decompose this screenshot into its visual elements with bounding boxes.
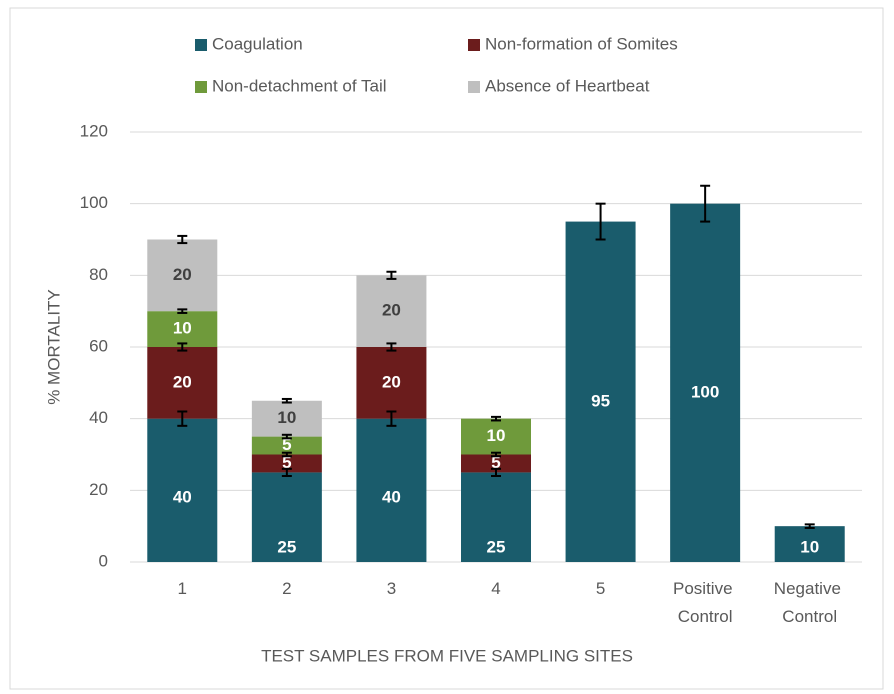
- y-tick-label: 80: [89, 265, 108, 284]
- bar-segment: [565, 221, 636, 563]
- data-label: 100: [691, 382, 719, 401]
- x-tick-label: 3: [387, 579, 396, 598]
- bar-segment: [670, 203, 741, 562]
- x-tick-label: 2: [282, 579, 291, 598]
- error-bar: [281, 467, 292, 477]
- legend-label: Non-detachment of Tail: [212, 76, 387, 95]
- error-bar: [177, 410, 188, 427]
- x-axis-label: TEST SAMPLES FROM FIVE SAMPLING SITES: [261, 646, 633, 665]
- bar-segment: [461, 418, 531, 455]
- bar-segment: [251, 454, 322, 473]
- legend-swatch: [468, 39, 480, 51]
- y-tick-label: 40: [89, 408, 108, 427]
- bar-segment: [251, 472, 322, 562]
- data-label: 95: [591, 391, 610, 410]
- error-bar: [491, 415, 501, 422]
- error-bar: [491, 451, 501, 458]
- error-bar: [700, 184, 711, 223]
- data-label: 5: [491, 453, 500, 472]
- bar-segment: [147, 239, 218, 312]
- error-bar: [491, 467, 501, 477]
- bar-segment: [251, 436, 322, 455]
- error-bar: [386, 342, 397, 352]
- x-tick-label: 5: [596, 579, 605, 598]
- legend-label: Absence of Heartbeat: [485, 76, 650, 95]
- bar-segment: [356, 418, 427, 562]
- data-label: 40: [173, 487, 192, 506]
- error-bar: [281, 451, 292, 458]
- data-label: 10: [800, 537, 819, 556]
- data-label: 20: [382, 301, 401, 320]
- data-label: 20: [173, 265, 192, 284]
- bar-segment: [356, 275, 427, 347]
- bar-segment: [147, 311, 218, 347]
- data-label: 10: [173, 319, 192, 338]
- legend-swatch: [468, 81, 480, 93]
- legend-swatch: [195, 81, 207, 93]
- error-bar: [281, 397, 292, 404]
- error-bar: [595, 202, 606, 241]
- data-label: 20: [173, 372, 192, 391]
- y-tick-label: 20: [89, 480, 108, 499]
- legend-swatch: [195, 39, 207, 51]
- bar-segment: [774, 526, 845, 562]
- bar-segment: [461, 454, 531, 473]
- bar-segment: [356, 347, 427, 419]
- data-label: 20: [382, 372, 401, 391]
- data-label: 25: [277, 537, 296, 556]
- legend-label: Non-formation of Somites: [485, 34, 678, 53]
- data-label: 40: [382, 487, 401, 506]
- error-bar: [386, 270, 397, 280]
- y-tick-label: 0: [99, 551, 108, 570]
- y-tick-label: 60: [89, 336, 108, 355]
- x-tick-label: Negative Control: [774, 579, 846, 626]
- error-bar: [177, 234, 188, 245]
- data-label: 10: [487, 426, 506, 445]
- y-tick-label: 100: [80, 193, 108, 212]
- bar-segment: [461, 472, 531, 562]
- error-bar: [177, 308, 188, 314]
- bar-segment: [147, 418, 218, 562]
- bar-segment: [251, 400, 322, 437]
- data-label: 25: [487, 537, 506, 556]
- error-bar: [386, 410, 397, 427]
- bar-segment: [147, 347, 218, 419]
- data-label: 5: [282, 453, 291, 472]
- y-axis-label: % MORTALITY: [44, 289, 63, 405]
- error-bar: [281, 433, 292, 440]
- data-label: 5: [282, 435, 291, 454]
- x-tick-label: Positive Control: [673, 579, 737, 626]
- error-bar: [804, 523, 815, 529]
- chart-border: [9, 7, 884, 690]
- error-bar: [177, 342, 188, 352]
- y-tick-label: 120: [80, 121, 108, 140]
- x-tick-label: 1: [178, 579, 187, 598]
- legend-label: Coagulation: [212, 34, 303, 53]
- data-label: 10: [277, 408, 296, 427]
- x-tick-label: 4: [491, 579, 500, 598]
